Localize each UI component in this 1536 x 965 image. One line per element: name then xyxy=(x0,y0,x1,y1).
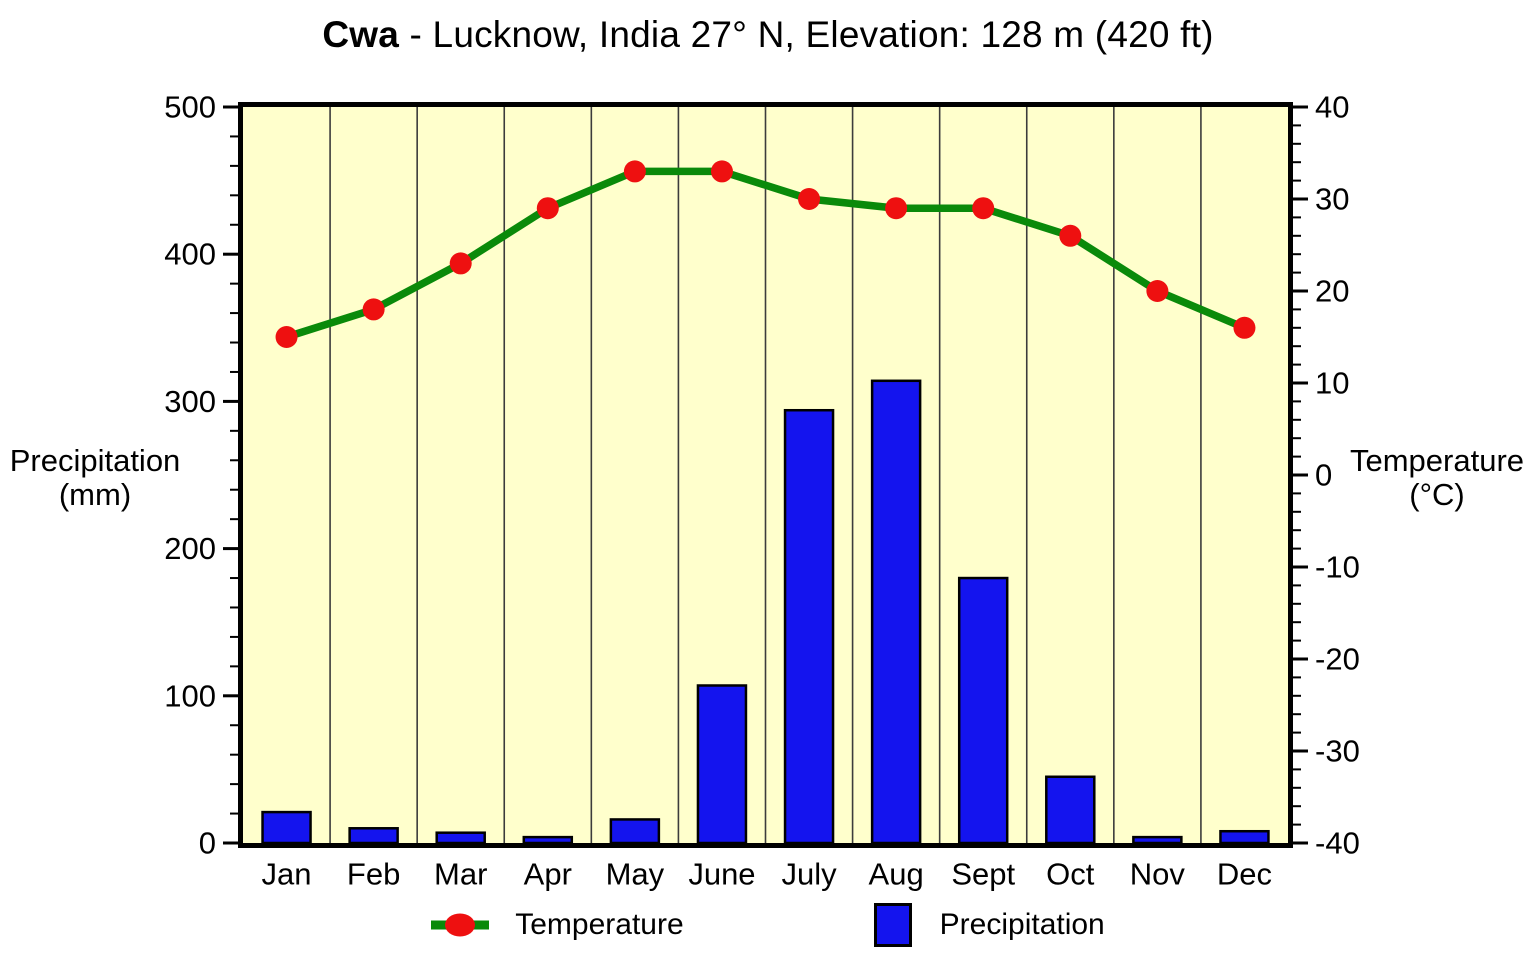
precip-bar xyxy=(348,827,399,845)
month-label: July xyxy=(781,857,837,892)
left-axis-title-line1: Precipitation xyxy=(9,443,181,478)
koppen-class-code: Cwa xyxy=(322,14,400,55)
precip-bar xyxy=(1219,829,1270,845)
chart-title: Cwa - Lucknow, India 27° N, Elevation: 1… xyxy=(0,14,1536,56)
right-axis-tick-label: 40 xyxy=(1315,90,1349,125)
left-axis-tick-label: 0 xyxy=(199,826,216,861)
right-axis-tick-label: -40 xyxy=(1315,826,1360,861)
precip-bar xyxy=(783,408,835,845)
left-axis-tick-label: 200 xyxy=(164,531,216,566)
month-label: May xyxy=(606,857,665,892)
left-axis-tick-label: 400 xyxy=(164,237,216,272)
temperature-point xyxy=(710,160,733,183)
right-axis-tick-label: -30 xyxy=(1315,734,1360,769)
temperature-point xyxy=(972,197,995,220)
right-axis-tick-label: -20 xyxy=(1315,642,1360,677)
right-axis-tick-label: 0 xyxy=(1315,458,1332,493)
left-axis-tick-label: 500 xyxy=(164,90,216,125)
month-label: Jan xyxy=(262,857,312,892)
precip-bar xyxy=(957,576,1009,845)
temperature-point xyxy=(362,298,385,321)
right-axis-tick-label: 20 xyxy=(1315,274,1349,309)
precip-bar xyxy=(609,818,661,845)
right-axis-title: Temperature (°C) xyxy=(1340,444,1534,512)
temperature-point xyxy=(449,252,472,275)
left-axis-tick-label: 300 xyxy=(164,384,216,419)
precip-bar xyxy=(261,810,312,845)
left-axis-tick-label: 100 xyxy=(164,678,216,713)
month-label: Feb xyxy=(347,857,400,892)
legend: Temperature Precipitation xyxy=(0,903,1536,947)
temperature-point xyxy=(623,160,646,183)
month-label: Mar xyxy=(434,857,487,892)
temperature-line-swatch-icon xyxy=(431,913,490,937)
month-label: June xyxy=(688,857,755,892)
month-label: Oct xyxy=(1046,857,1095,892)
month-label: Dec xyxy=(1217,857,1272,892)
temperature-point xyxy=(798,188,821,210)
month-label: Aug xyxy=(869,857,924,892)
legend-item-precipitation: Precipitation xyxy=(873,903,1105,947)
temperature-line xyxy=(282,167,1249,341)
month-label: Sept xyxy=(951,857,1015,892)
month-label: Apr xyxy=(524,857,572,892)
temperature-point xyxy=(1059,224,1082,247)
legend-item-temperature: Temperature xyxy=(431,908,684,942)
temperature-point xyxy=(885,197,908,220)
temperature-point xyxy=(1233,316,1256,339)
temperature-point xyxy=(536,197,559,220)
temperature-point xyxy=(275,326,298,348)
precipitation-bar-swatch-icon xyxy=(873,903,912,947)
right-axis-title-line1: Temperature xyxy=(1349,443,1525,478)
precip-bar xyxy=(435,831,486,845)
legend-label-precipitation: Precipitation xyxy=(939,908,1105,941)
precip-bar xyxy=(522,835,574,845)
right-axis-title-line2: (°C) xyxy=(1409,477,1465,512)
precip-bar xyxy=(696,684,748,845)
precip-bar xyxy=(1045,775,1096,845)
legend-label-temperature: Temperature xyxy=(515,908,684,941)
precip-bar xyxy=(1132,835,1183,845)
left-axis-title-line2: (mm) xyxy=(58,477,132,512)
right-axis-tick-label: 30 xyxy=(1315,182,1349,217)
right-axis-tick-label: 10 xyxy=(1315,366,1349,401)
precip-bar xyxy=(870,379,922,845)
right-axis-tick-label: -10 xyxy=(1315,550,1360,585)
temperature-point xyxy=(1146,280,1169,302)
chart-title-text: - Lucknow, India 27° N, Elevation: 128 m… xyxy=(399,14,1214,55)
month-label: Nov xyxy=(1130,857,1186,892)
chart-frame xyxy=(238,102,1293,848)
left-axis-title: Precipitation (mm) xyxy=(2,444,188,512)
